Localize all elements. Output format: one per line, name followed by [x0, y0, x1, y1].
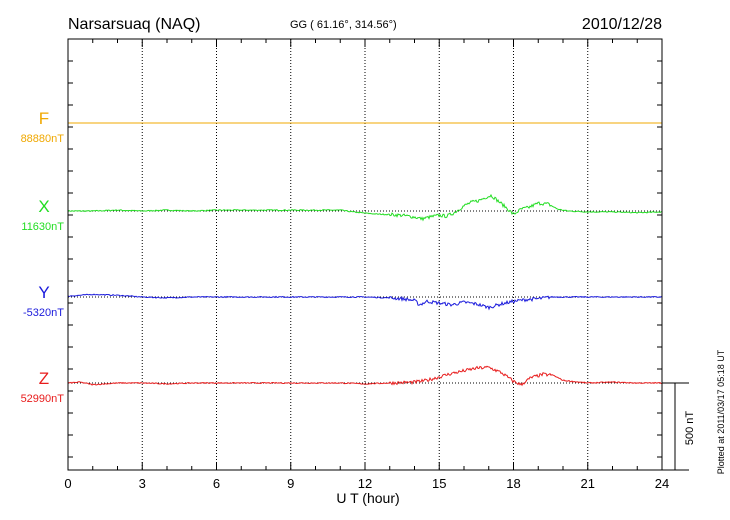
- x-axis-ticks: [67, 39, 663, 470]
- coordinates-subtitle: GG ( 61.16°, 314.56°): [290, 19, 397, 31]
- baseline-value-F: 88880nT: [21, 133, 65, 145]
- scale-bar: 500 nT: [662, 382, 696, 471]
- component-labels: F 88880nT X 11630nT Y -5320nT Z 52990nT: [21, 109, 65, 405]
- component-letter-X: X: [38, 197, 49, 216]
- x-axis-tick-labels: 0 3 6 9 12 15 18 21 24: [64, 476, 669, 491]
- baseline-value-Y: -5320nT: [23, 307, 64, 319]
- x-tick-label-24: 24: [655, 476, 669, 491]
- y-axis-ticks: [68, 60, 662, 458]
- x-axis-label: U T (hour): [336, 490, 399, 506]
- component-letter-F: F: [39, 109, 49, 128]
- x-tick-label-21: 21: [581, 476, 595, 491]
- component-letter-Y: Y: [38, 283, 49, 302]
- baseline-value-X: 11630nT: [21, 221, 64, 233]
- plotted-timestamp: Plotted at 2011/03/17 05:18 UT: [716, 349, 726, 474]
- x-tick-label-15: 15: [432, 476, 446, 491]
- scale-bar-label: 500 nT: [684, 411, 696, 446]
- baseline-value-Z: 52990nT: [21, 393, 65, 405]
- x-tick-label-18: 18: [506, 476, 520, 491]
- x-tick-label-9: 9: [287, 476, 294, 491]
- date-label: 2010/12/28: [582, 16, 662, 33]
- x-tick-label-0: 0: [64, 476, 71, 491]
- x-tick-label-6: 6: [213, 476, 220, 491]
- traces: [67, 122, 663, 387]
- grid-lines: [68, 39, 662, 470]
- component-letter-Z: Z: [39, 369, 49, 388]
- x-tick-label-3: 3: [139, 476, 146, 491]
- x-tick-label-12: 12: [358, 476, 372, 491]
- station-title: Narsarsuaq (NAQ): [68, 16, 200, 33]
- trace-Z: [67, 365, 663, 387]
- trace-Y: [67, 293, 663, 311]
- trace-X: [67, 193, 663, 222]
